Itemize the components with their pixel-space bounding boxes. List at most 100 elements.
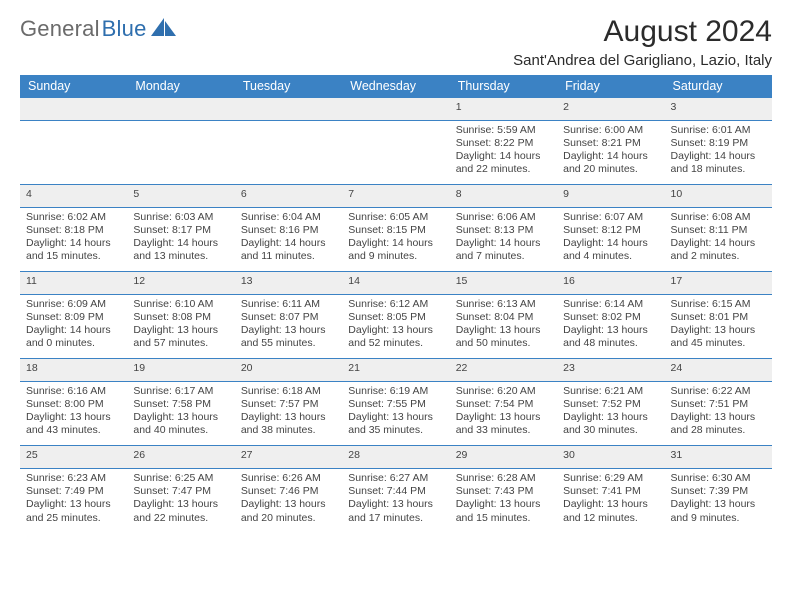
day-details: Sunrise: 6:30 AMSunset: 7:39 PMDaylight:…	[665, 469, 772, 533]
daylight-text: Daylight: 13 hours and 43 minutes.	[26, 411, 121, 437]
daynum-row: 123	[20, 98, 772, 121]
sunset-text: Sunset: 7:39 PM	[671, 485, 766, 498]
weekday-header: Saturday	[665, 75, 772, 98]
daylight-text: Daylight: 13 hours and 55 minutes.	[241, 324, 336, 350]
day-number: 16	[557, 271, 664, 294]
day-details: Sunrise: 6:27 AMSunset: 7:44 PMDaylight:…	[342, 469, 449, 533]
day-number: 19	[127, 358, 234, 381]
daylight-text: Daylight: 13 hours and 48 minutes.	[563, 324, 658, 350]
day-number: 12	[127, 271, 234, 294]
day-number: 11	[20, 271, 127, 294]
daynum-row: 45678910	[20, 184, 772, 207]
day-details: Sunrise: 6:25 AMSunset: 7:47 PMDaylight:…	[127, 469, 234, 533]
day-details: Sunrise: 6:28 AMSunset: 7:43 PMDaylight:…	[450, 469, 557, 533]
day-number	[20, 98, 127, 121]
sunset-text: Sunset: 8:08 PM	[133, 311, 228, 324]
daylight-text: Daylight: 13 hours and 20 minutes.	[241, 498, 336, 524]
daylight-text: Daylight: 14 hours and 7 minutes.	[456, 237, 551, 263]
daylight-text: Daylight: 13 hours and 12 minutes.	[563, 498, 658, 524]
sunrise-text: Sunrise: 6:06 AM	[456, 211, 551, 224]
day-details	[235, 120, 342, 184]
day-number: 4	[20, 184, 127, 207]
sunrise-text: Sunrise: 6:02 AM	[26, 211, 121, 224]
day-number	[235, 98, 342, 121]
sunset-text: Sunset: 7:43 PM	[456, 485, 551, 498]
day-number: 10	[665, 184, 772, 207]
header-bar: GeneralBlue August 2024 Sant'Andrea del …	[20, 16, 772, 69]
day-details: Sunrise: 6:07 AMSunset: 8:12 PMDaylight:…	[557, 207, 664, 271]
weekday-header: Friday	[557, 75, 664, 98]
day-number: 6	[235, 184, 342, 207]
daylight-text: Daylight: 14 hours and 15 minutes.	[26, 237, 121, 263]
day-details: Sunrise: 6:05 AMSunset: 8:15 PMDaylight:…	[342, 207, 449, 271]
sunset-text: Sunset: 8:22 PM	[456, 137, 551, 150]
day-details: Sunrise: 6:29 AMSunset: 7:41 PMDaylight:…	[557, 469, 664, 533]
day-number: 7	[342, 184, 449, 207]
sunrise-text: Sunrise: 6:28 AM	[456, 472, 551, 485]
sunrise-text: Sunrise: 6:05 AM	[348, 211, 443, 224]
daynum-row: 11121314151617	[20, 271, 772, 294]
daynum-row: 18192021222324	[20, 358, 772, 381]
daylight-text: Daylight: 14 hours and 0 minutes.	[26, 324, 121, 350]
sunrise-text: Sunrise: 6:00 AM	[563, 124, 658, 137]
weekday-header: Tuesday	[235, 75, 342, 98]
sunset-text: Sunset: 7:49 PM	[26, 485, 121, 498]
sunset-text: Sunset: 8:17 PM	[133, 224, 228, 237]
sunset-text: Sunset: 8:16 PM	[241, 224, 336, 237]
sunrise-text: Sunrise: 6:17 AM	[133, 385, 228, 398]
sunset-text: Sunset: 8:05 PM	[348, 311, 443, 324]
day-details: Sunrise: 6:11 AMSunset: 8:07 PMDaylight:…	[235, 294, 342, 358]
daylight-text: Daylight: 13 hours and 57 minutes.	[133, 324, 228, 350]
sunset-text: Sunset: 7:52 PM	[563, 398, 658, 411]
daylight-text: Daylight: 14 hours and 20 minutes.	[563, 150, 658, 176]
details-row: Sunrise: 5:59 AMSunset: 8:22 PMDaylight:…	[20, 120, 772, 184]
sunset-text: Sunset: 8:18 PM	[26, 224, 121, 237]
daylight-text: Daylight: 13 hours and 50 minutes.	[456, 324, 551, 350]
weekday-header-row: Sunday Monday Tuesday Wednesday Thursday…	[20, 75, 772, 98]
weekday-header: Monday	[127, 75, 234, 98]
sunset-text: Sunset: 8:19 PM	[671, 137, 766, 150]
details-row: Sunrise: 6:16 AMSunset: 8:00 PMDaylight:…	[20, 382, 772, 446]
sunrise-text: Sunrise: 6:25 AM	[133, 472, 228, 485]
daylight-text: Daylight: 14 hours and 18 minutes.	[671, 150, 766, 176]
day-details: Sunrise: 6:18 AMSunset: 7:57 PMDaylight:…	[235, 382, 342, 446]
sunrise-text: Sunrise: 6:29 AM	[563, 472, 658, 485]
sunrise-text: Sunrise: 6:16 AM	[26, 385, 121, 398]
day-number: 27	[235, 446, 342, 469]
day-details: Sunrise: 6:06 AMSunset: 8:13 PMDaylight:…	[450, 207, 557, 271]
daylight-text: Daylight: 14 hours and 4 minutes.	[563, 237, 658, 263]
sunrise-text: Sunrise: 6:01 AM	[671, 124, 766, 137]
day-number: 23	[557, 358, 664, 381]
sunset-text: Sunset: 8:01 PM	[671, 311, 766, 324]
daylight-text: Daylight: 14 hours and 13 minutes.	[133, 237, 228, 263]
sunrise-text: Sunrise: 6:10 AM	[133, 298, 228, 311]
day-number: 5	[127, 184, 234, 207]
sunrise-text: Sunrise: 6:18 AM	[241, 385, 336, 398]
day-number: 28	[342, 446, 449, 469]
day-details: Sunrise: 6:13 AMSunset: 8:04 PMDaylight:…	[450, 294, 557, 358]
daylight-text: Daylight: 13 hours and 52 minutes.	[348, 324, 443, 350]
page-subtitle: Sant'Andrea del Garigliano, Lazio, Italy	[513, 52, 772, 69]
sunset-text: Sunset: 7:51 PM	[671, 398, 766, 411]
sunrise-text: Sunrise: 6:27 AM	[348, 472, 443, 485]
weekday-header: Sunday	[20, 75, 127, 98]
daylight-text: Daylight: 13 hours and 45 minutes.	[671, 324, 766, 350]
sunset-text: Sunset: 8:11 PM	[671, 224, 766, 237]
day-details: Sunrise: 6:04 AMSunset: 8:16 PMDaylight:…	[235, 207, 342, 271]
day-number: 29	[450, 446, 557, 469]
day-number: 25	[20, 446, 127, 469]
day-details: Sunrise: 6:03 AMSunset: 8:17 PMDaylight:…	[127, 207, 234, 271]
sunset-text: Sunset: 7:47 PM	[133, 485, 228, 498]
day-number: 13	[235, 271, 342, 294]
day-number: 24	[665, 358, 772, 381]
sunrise-text: Sunrise: 6:22 AM	[671, 385, 766, 398]
day-number: 3	[665, 98, 772, 121]
day-details: Sunrise: 6:12 AMSunset: 8:05 PMDaylight:…	[342, 294, 449, 358]
sunset-text: Sunset: 8:12 PM	[563, 224, 658, 237]
sunset-text: Sunset: 8:09 PM	[26, 311, 121, 324]
sunset-text: Sunset: 7:55 PM	[348, 398, 443, 411]
day-details: Sunrise: 6:21 AMSunset: 7:52 PMDaylight:…	[557, 382, 664, 446]
day-number: 14	[342, 271, 449, 294]
day-details: Sunrise: 6:20 AMSunset: 7:54 PMDaylight:…	[450, 382, 557, 446]
day-details: Sunrise: 6:09 AMSunset: 8:09 PMDaylight:…	[20, 294, 127, 358]
